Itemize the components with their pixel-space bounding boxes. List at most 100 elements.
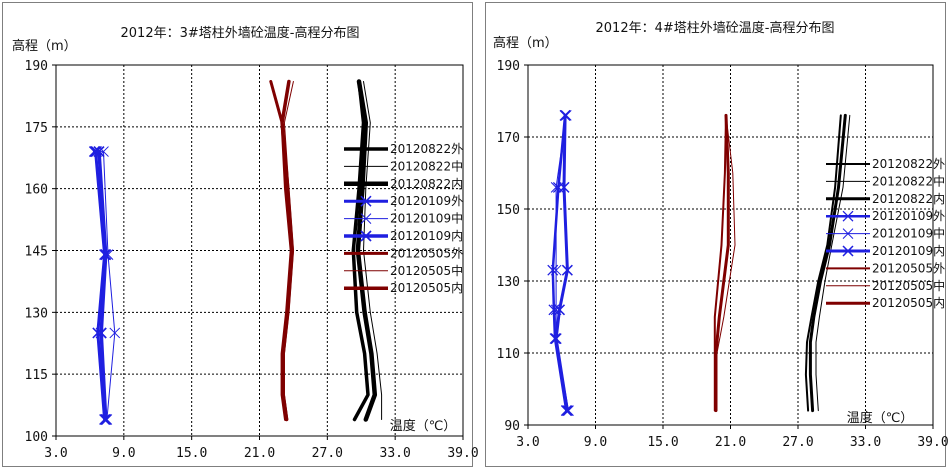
chart-2-legend-label-1: 20120822外 — [872, 157, 945, 171]
chart-2-series-9-line — [714, 113, 730, 413]
chart-1-ytick-label-1: 115 — [25, 368, 48, 383]
chart-1-legend-item-4: 20120109外 — [344, 194, 463, 208]
chart-2-legend-marker-5 — [842, 228, 854, 239]
chart-1-legend-label-7: 20120505外 — [390, 246, 463, 260]
chart-1-xtick-label-4: 27.0 — [312, 446, 343, 461]
chart-1-legend-label-6: 20120109内 — [390, 229, 463, 243]
chart-1-ytick-label-2: 130 — [25, 306, 48, 321]
chart-2-xtick-label-6: 39.0 — [917, 435, 948, 450]
chart-2-ytick-label-1: 110 — [497, 347, 520, 362]
chart-2-y-axis-label: 高程（m） — [493, 35, 558, 51]
chart-1-legend-item-8: 20120505中 — [344, 263, 463, 278]
chart-1-ytick-label-3: 145 — [25, 245, 48, 260]
chart-2-ytick-label-5: 190 — [497, 59, 520, 74]
chart-1-series-1 — [351, 79, 370, 422]
chart-1-legend-item-3: 20120822内 — [344, 177, 463, 191]
chart-2-legend-label-4: 20120109外 — [872, 209, 945, 223]
chart-2-series-6-point-4 — [553, 304, 566, 316]
chart-1-xtick-label-2: 15.0 — [176, 446, 207, 461]
chart-1-ytick-label-0: 100 — [25, 430, 48, 445]
chart-2-xtick-label-5: 33.0 — [850, 435, 881, 450]
chart-1-series-2-line — [363, 81, 383, 420]
chart-2-series-1-line — [804, 114, 842, 412]
chart-2-xtick-label-1: 9.0 — [584, 435, 607, 450]
chart-1-series-3-line — [355, 79, 378, 422]
chart-1-legend-item-5: 20120109中 — [344, 211, 463, 226]
chart-1-series-3 — [355, 79, 378, 422]
chart-2-legend-item-4: 20120109外 — [826, 209, 945, 223]
chart-2-series-9 — [714, 113, 730, 413]
chart-1-legend-marker-5 — [360, 213, 372, 224]
chart-1-legend-label-8: 20120505中 — [390, 263, 463, 278]
chart-2-series-1 — [804, 114, 842, 412]
chart-2-x-axis-label: 温度（℃） — [847, 410, 914, 426]
chart-1-legend-label-4: 20120109外 — [390, 194, 463, 208]
chart-1-xtick-label-3: 21.0 — [244, 446, 275, 461]
chart-2-legend-item-5: 20120109中 — [826, 226, 945, 241]
chart-1-series-9 — [280, 79, 295, 422]
chart-2-series-5-point-2 — [550, 182, 562, 193]
chart-2-legend-label-5: 20120109中 — [872, 226, 945, 241]
chart-1-legend-item-9: 20120505内 — [344, 281, 463, 295]
chart-1-legend-marker-6 — [360, 230, 372, 242]
chart-2-ytick-label-4: 170 — [497, 131, 520, 146]
chart-1-series-2 — [363, 81, 383, 420]
chart-2: 3.0 9.0 15.0 21.0 27.0 33.0 39.0 90 110 130 150 170… — [485, 2, 949, 467]
chart-2-legend-item-9: 20120505内 — [826, 296, 945, 310]
chart-1-legend: 20120822外 20120822中 20120822内 20120109外 2012… — [344, 142, 463, 295]
chart-2-series-2-line — [815, 114, 851, 412]
chart-2-series-3 — [808, 113, 847, 413]
chart-2-xtick-label-2: 15.0 — [647, 435, 678, 450]
chart-2-series-5-point-3 — [550, 264, 562, 276]
chart-1-series-6-point-4 — [95, 327, 107, 339]
chart-1-legend-item-1: 20120822外 — [344, 142, 463, 156]
chart-1-ytick-label-4: 160 — [25, 183, 48, 198]
chart-2-series-6-point-2 — [558, 181, 570, 193]
chart-1-legend-label-5: 20120109中 — [390, 211, 463, 226]
chart-1-xtick-label-5: 33.0 — [380, 446, 411, 461]
chart-1-series-1-line — [351, 79, 370, 422]
chart-2-series-6-point-6 — [561, 405, 573, 417]
chart-2-legend-label-3: 20120822内 — [872, 192, 945, 206]
chart-2-series-6-point-3 — [561, 264, 573, 276]
chart-2-series-2 — [815, 114, 851, 412]
chart-2-legend: 20120822外 20120822中 20120822内 20120109外 2012… — [826, 157, 945, 310]
chart-2-series-6 — [550, 109, 573, 417]
chart-1-xtick-label-6: 39.0 — [447, 446, 478, 461]
chart-1-xtick-label-1: 9.0 — [112, 446, 135, 461]
chart-2-ytick-label-3: 150 — [497, 203, 520, 218]
chart-2-ytick-label-0: 90 — [504, 419, 520, 434]
chart-2-xtick-label-0: 3.0 — [516, 435, 539, 450]
chart-1-series-5-point-4 — [109, 327, 121, 339]
chart-1-series-6-point-3 — [100, 249, 112, 261]
chart-2-legend-label-7: 20120505外 — [872, 261, 945, 275]
chart-2-legend-item-3: 20120822内 — [826, 192, 945, 206]
chart-1-legend-item-2: 20120822中 — [344, 158, 463, 173]
chart-2-xtick-label-3: 21.0 — [715, 435, 746, 450]
chart-1-legend-label-2: 20120822中 — [390, 158, 463, 173]
chart-1-legend-label-9: 20120505内 — [390, 281, 463, 295]
chart-1-legend-label-1: 20120822外 — [390, 142, 463, 156]
chart-2-xtick-label-4: 27.0 — [782, 435, 813, 450]
chart-2-ytick-label-2: 130 — [497, 275, 520, 290]
chart-1-series-6 — [89, 145, 112, 426]
chart-2-title: 2012年：4#塔柱外墙砼温度-高程分布图 — [596, 20, 835, 36]
chart-2-legend-label-8: 20120505中 — [872, 278, 945, 293]
chart-1-series-6-point-1 — [89, 145, 102, 158]
chart-1-series-6-point-5 — [100, 413, 112, 426]
chart-2-legend-label-9: 20120505内 — [872, 296, 945, 310]
chart-1-series-6-point-2 — [93, 145, 105, 158]
chart-2-legend-item-2: 20120822中 — [826, 173, 945, 188]
chart-2-series-6-line — [554, 113, 569, 413]
chart-1-legend-item-6: 20120109内 — [344, 229, 463, 243]
chart-2-legend-item-8: 20120505中 — [826, 278, 945, 293]
chart-2-legend-label-2: 20120822中 — [872, 173, 945, 188]
chart-2-series-6-point-5 — [550, 333, 562, 345]
chart-1-title: 2012年：3#塔柱外墙砼温度-高程分布图 — [121, 25, 360, 41]
chart-2-legend-item-7: 20120505外 — [826, 261, 945, 275]
chart-2-legend-marker-4 — [842, 210, 854, 222]
chart-2-legend-item-6: 20120109内 — [826, 244, 945, 258]
chart-2-legend-label-6: 20120109内 — [872, 244, 945, 258]
